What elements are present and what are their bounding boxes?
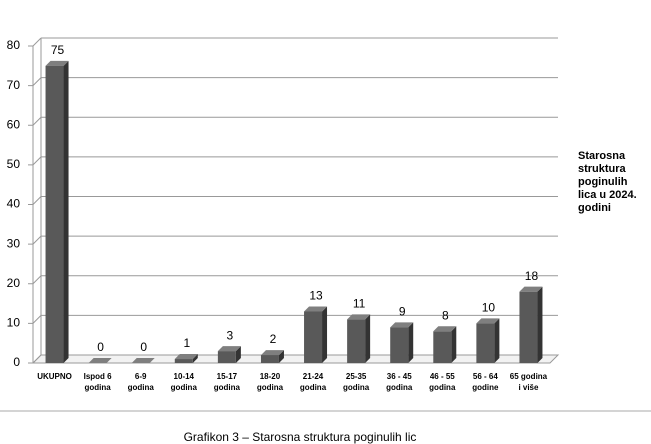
value-label: 0 xyxy=(140,340,147,354)
value-label: 10 xyxy=(482,301,496,315)
value-label: 0 xyxy=(97,340,104,354)
x-tick-label: godina xyxy=(257,383,284,392)
x-tick-label: 25-35 xyxy=(346,372,367,381)
grid-line xyxy=(32,315,42,324)
value-label: 9 xyxy=(399,305,406,319)
bar xyxy=(347,319,366,363)
y-tick-label: 40 xyxy=(7,197,21,211)
y-tick-label: 80 xyxy=(7,38,21,52)
bar xyxy=(304,311,323,363)
bar-side xyxy=(278,350,284,363)
bar-side xyxy=(235,346,241,363)
value-label: 2 xyxy=(270,332,277,346)
x-tick-label: 46 - 55 xyxy=(430,372,455,381)
grid-line xyxy=(32,235,42,245)
x-tick-label: godina xyxy=(214,383,241,392)
bar-side xyxy=(322,306,328,363)
x-tick-label: godina xyxy=(429,383,456,392)
bar-side xyxy=(192,354,198,363)
grid-line xyxy=(32,275,42,285)
x-tick-label: 6-9 xyxy=(135,372,147,381)
legend-entry: Starosna struktura poginulih lica u 2024… xyxy=(578,150,637,214)
bar-side xyxy=(451,326,457,363)
bar-side xyxy=(537,286,543,363)
y-tick-label: 10 xyxy=(7,316,21,330)
bar-side xyxy=(63,60,69,363)
bar-side xyxy=(408,322,414,363)
x-tick-label: godina xyxy=(128,383,155,392)
bar xyxy=(260,355,279,363)
bar xyxy=(174,359,193,363)
bar-top xyxy=(433,326,457,332)
caption: Grafikon 3 – Starosna struktura poginuli… xyxy=(183,430,417,444)
y-tick-label: 0 xyxy=(13,355,20,369)
y-tick-label: 50 xyxy=(7,157,21,171)
bar-top xyxy=(45,60,69,66)
grid-line xyxy=(32,116,42,126)
x-tick-label: godina xyxy=(300,383,327,392)
x-tick-label: 18-20 xyxy=(260,372,281,381)
bar-top xyxy=(131,358,155,363)
x-tick-label: godina xyxy=(343,383,370,392)
bar-top xyxy=(304,306,328,312)
bar-side xyxy=(494,318,500,363)
bar-top xyxy=(88,358,112,363)
bar xyxy=(476,323,495,363)
bar-top xyxy=(217,346,241,352)
x-tick-label: 65 godina xyxy=(510,372,548,381)
grid-line xyxy=(32,37,42,47)
value-label: 1 xyxy=(183,336,190,350)
grid-line xyxy=(32,354,42,364)
grid-line xyxy=(32,156,42,166)
x-tick-label: Ispod 6 xyxy=(84,372,113,381)
bar xyxy=(45,65,64,363)
bar-top xyxy=(519,286,543,292)
value-label: 18 xyxy=(525,269,539,283)
y-tick-label: 20 xyxy=(7,276,21,290)
x-tick-label: godina xyxy=(171,383,198,392)
y-tick-label: 60 xyxy=(7,117,21,131)
x-tick-label: 15-17 xyxy=(217,372,238,381)
y-tick-label: 30 xyxy=(7,236,21,250)
bar-top xyxy=(260,350,284,356)
bar xyxy=(519,291,538,363)
bar xyxy=(217,351,236,363)
x-tick-label: 21-24 xyxy=(303,372,324,381)
bar-side xyxy=(365,314,371,363)
value-label: 13 xyxy=(309,289,323,303)
x-tick-label: 56 - 64 xyxy=(473,372,498,381)
bar-top xyxy=(174,354,198,360)
grid-line xyxy=(32,77,42,86)
bar-top xyxy=(390,322,414,328)
x-tick-label: godine xyxy=(472,383,499,392)
x-tick-label: 10-14 xyxy=(174,372,195,381)
bar-top xyxy=(476,318,500,324)
bar-top xyxy=(347,314,371,320)
x-tick-label: 36 - 45 xyxy=(387,372,412,381)
x-tick-label: godina xyxy=(85,383,112,392)
x-tick-label: godina xyxy=(386,383,413,392)
y-tick-label: 70 xyxy=(7,78,21,92)
value-label: 11 xyxy=(353,297,366,311)
bar xyxy=(433,331,452,363)
value-label: 8 xyxy=(442,308,449,322)
value-label: 3 xyxy=(227,328,234,342)
value-label: 75 xyxy=(51,43,65,57)
grid-line xyxy=(32,196,42,205)
bar xyxy=(390,327,409,363)
x-tick-label: UKUPNO xyxy=(37,372,72,381)
x-tick-label: i više xyxy=(518,383,539,392)
